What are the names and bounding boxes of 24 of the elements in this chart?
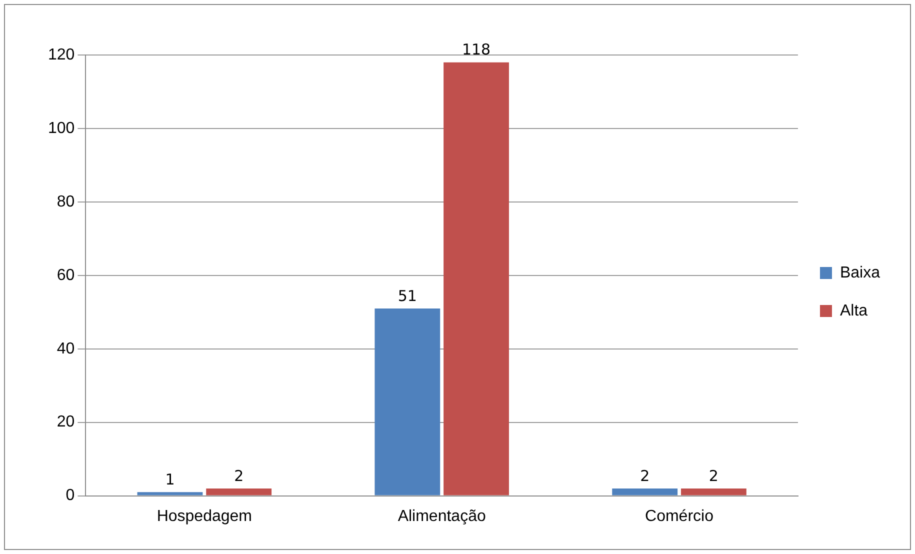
x-tick-label: Hospedagem [156, 508, 252, 525]
x-tick-label: Comércio [645, 508, 714, 525]
data-label: 2 [708, 466, 718, 485]
y-tick-label: 80 [56, 193, 75, 210]
bar [374, 308, 440, 496]
y-tick-label: 100 [48, 120, 75, 137]
bar [612, 488, 678, 496]
data-label: 51 [398, 286, 417, 305]
data-label: 2 [640, 466, 650, 485]
bar [137, 492, 203, 496]
y-tick-label: 40 [56, 340, 75, 358]
legend-label: Alta [840, 302, 868, 320]
bar [680, 488, 746, 496]
y-tick-label: 20 [56, 414, 75, 431]
bar [444, 62, 509, 496]
y-tick-label: 120 [48, 46, 75, 64]
data-label: 1 [165, 470, 175, 489]
y-tick-label: 60 [56, 266, 75, 284]
bar [206, 488, 272, 496]
data-label: 2 [234, 466, 244, 485]
data-label: 118 [462, 40, 491, 59]
x-tick-label: Alimentação [398, 508, 486, 525]
y-tick-label: 0 [66, 487, 75, 504]
legend-label: Baixa [840, 264, 880, 282]
